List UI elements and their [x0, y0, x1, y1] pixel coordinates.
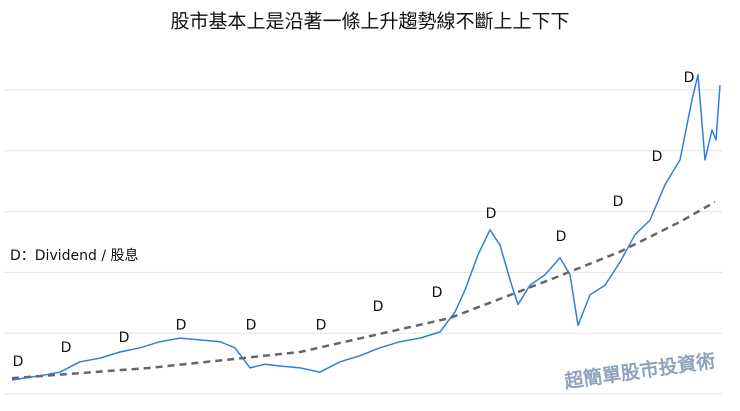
dividend-marker: D	[316, 317, 327, 333]
price-line	[11, 74, 721, 381]
dividend-marker: D	[119, 330, 130, 346]
dividend-marker: D	[652, 149, 663, 165]
note: D：Dividend / 股息	[10, 247, 139, 264]
dividend-marker: D	[61, 340, 72, 356]
chart-title: 股市基本上是沿著一條上升趨勢線不斷上上下下	[170, 11, 569, 33]
dividend-marker: D	[613, 194, 624, 210]
dividend-marker: D	[13, 354, 24, 370]
dividend-marker: D	[684, 70, 695, 86]
dividend-marker: D	[246, 317, 257, 333]
dividend-marker: D	[373, 299, 384, 315]
dividend-marker: D	[556, 229, 567, 245]
dividend-marker: D	[486, 206, 497, 222]
dividend-marker: D	[432, 285, 443, 301]
dividend-marker: D	[176, 317, 187, 333]
trend-line	[11, 200, 716, 380]
watermark: 超簡單股市投資術	[562, 349, 717, 393]
